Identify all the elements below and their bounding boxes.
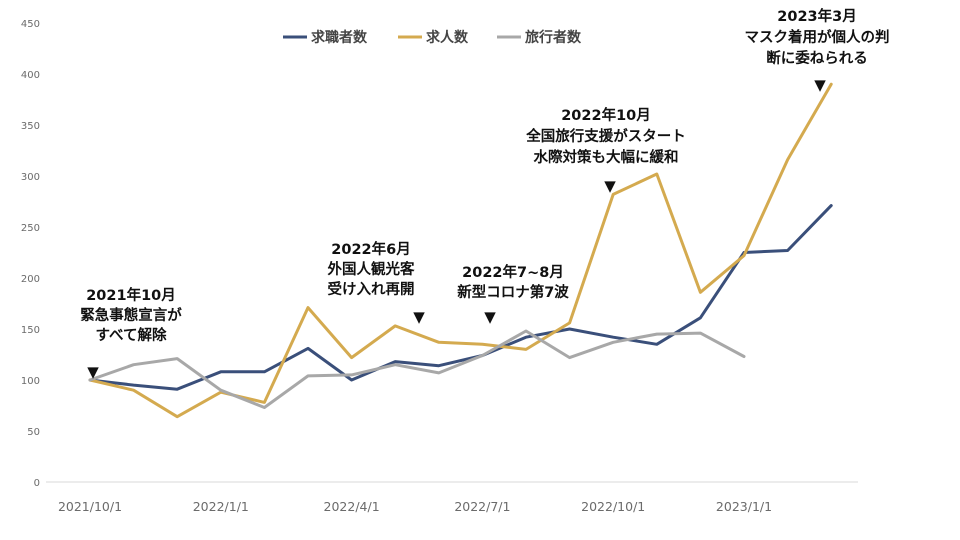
x-tick-label: 2022/7/1 bbox=[454, 499, 510, 514]
annotation-text: 2023年3月 bbox=[777, 7, 856, 25]
series-line-3 bbox=[88, 329, 746, 409]
annotation-marker: ▼ bbox=[87, 363, 99, 381]
annotation-text: 受け入れ再開 bbox=[328, 280, 415, 298]
y-tick-label: 0 bbox=[34, 478, 40, 489]
annotation-text: 緊急事態宣言が bbox=[80, 306, 182, 324]
y-tick-label: 350 bbox=[21, 121, 40, 132]
series-line-2 bbox=[88, 82, 833, 419]
annotation-marker: ▼ bbox=[814, 76, 826, 94]
y-tick-label: 250 bbox=[21, 223, 40, 234]
y-tick-label: 300 bbox=[21, 172, 40, 183]
y-tick-label: 200 bbox=[21, 274, 40, 285]
x-tick-label: 2023/1/1 bbox=[716, 499, 772, 514]
annotation-text: マスク着用が個人の判 bbox=[745, 28, 890, 46]
x-tick-label: 2022/10/1 bbox=[581, 499, 645, 514]
annotation-text: 新型コロナ第7波 bbox=[457, 283, 569, 301]
legend-label: 旅行者数 bbox=[525, 29, 582, 46]
x-tick-label: 2021/10/1 bbox=[58, 499, 122, 514]
y-tick-label: 100 bbox=[21, 376, 40, 387]
annotation-text: 断に委ねられる bbox=[766, 49, 868, 67]
legend-label: 求人数 bbox=[426, 29, 469, 46]
annotation-text: 2022年6月 bbox=[331, 240, 410, 258]
series-line-1 bbox=[88, 204, 833, 391]
y-tick-label: 450 bbox=[21, 19, 40, 30]
y-tick-label: 50 bbox=[27, 427, 40, 438]
y-tick-label: 400 bbox=[21, 70, 40, 81]
annotation-marker: ▼ bbox=[484, 308, 496, 326]
annotation-marker: ▼ bbox=[604, 177, 616, 195]
annotation-text: 全国旅行支援がスタート bbox=[525, 127, 686, 145]
annotation-text: 水際対策も大幅に緩和 bbox=[534, 148, 679, 166]
annotation-text: 2021年10月 bbox=[86, 286, 176, 304]
legend-label: 求職者数 bbox=[311, 29, 368, 46]
y-tick-label: 150 bbox=[21, 325, 40, 336]
x-tick-label: 2022/4/1 bbox=[324, 499, 380, 514]
annotation-text: 外国人観光客 bbox=[328, 260, 415, 278]
annotation-text: 2022年10月 bbox=[561, 106, 651, 124]
annotation-text: 2022年7~8月 bbox=[462, 263, 564, 281]
annotation-marker: ▼ bbox=[413, 308, 425, 326]
x-tick-label: 2022/1/1 bbox=[193, 499, 249, 514]
annotation-text: すべて解除 bbox=[96, 326, 167, 344]
